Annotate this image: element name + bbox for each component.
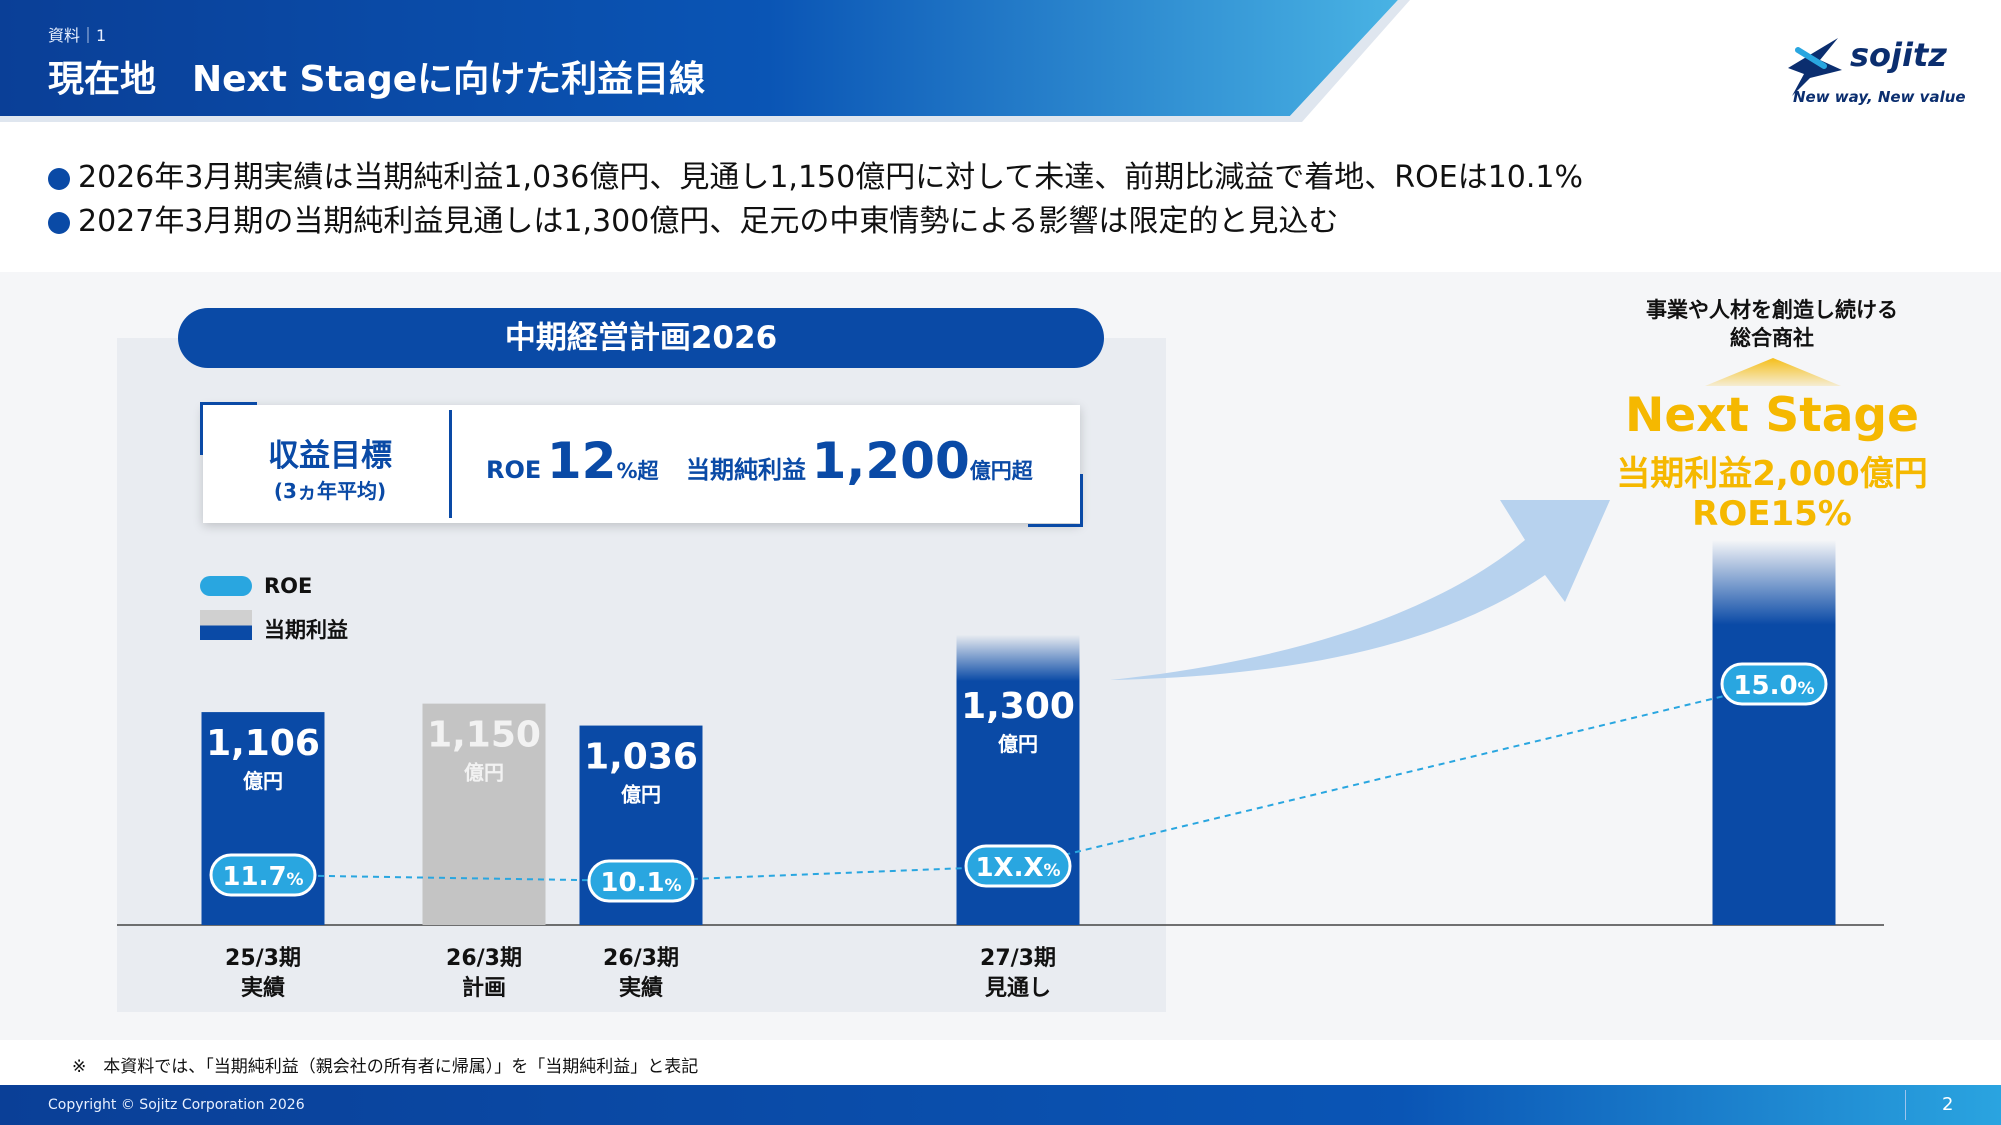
- plan-title: 中期経営計画2026: [178, 308, 1104, 368]
- legend-profit-label: 当期利益: [264, 618, 348, 642]
- target-profit: 当期純利益 1,200億円超: [686, 432, 1033, 490]
- category-label: 25/3期: [225, 946, 301, 971]
- target-roe-prefix: ROE: [486, 456, 542, 484]
- target-profit-suffix: 億円超: [969, 459, 1033, 483]
- category-label: 26/3期: [446, 946, 522, 971]
- copyright: Copyright © Sojitz Corporation 2026: [48, 1097, 305, 1113]
- footer-divider: [1905, 1090, 1906, 1120]
- bar-unit-label: 億円: [464, 761, 504, 785]
- category-label: 見通し: [985, 976, 1051, 1001]
- roe-trend-line: [262, 683, 1775, 883]
- bar-1: [422, 703, 546, 925]
- target-box: [203, 405, 1080, 523]
- bar-4: [1712, 540, 1836, 925]
- bullet-item: 2026年3月期実績は当期純利益1,036億円、見通し1,150億円に対して未達…: [48, 156, 1583, 200]
- header-background: [0, 0, 1410, 122]
- next-stage-roe: ROE15%: [1692, 494, 1852, 534]
- bar-value-label: 1,036: [584, 737, 698, 778]
- roe-marker: [1720, 662, 1828, 706]
- logo-wordmark: sojitz: [1850, 36, 1947, 74]
- target-label: 収益目標: [268, 438, 392, 474]
- header-band: [0, 0, 2001, 130]
- bar-unit-label: 億円: [243, 769, 283, 793]
- bar-unit-label: 億円: [621, 783, 661, 807]
- target-roe: ROE 12%超: [486, 432, 659, 490]
- target-roe-suffix: %超: [616, 459, 659, 483]
- roe-marker: [209, 853, 317, 897]
- legend-roe-label: ROE: [264, 574, 313, 598]
- next-stage-title: Next Stage: [1625, 388, 1919, 443]
- bar-value-label: 1,106: [206, 723, 320, 764]
- target-corner-top-left: [200, 402, 257, 455]
- target-profit-value: 1,200: [811, 432, 970, 490]
- roe-marker: [587, 859, 695, 903]
- bar-unit-label: 億円: [998, 732, 1038, 756]
- next-stage-caption-line2: 総合商社: [1730, 326, 1814, 350]
- footnote: ※ 本資料では、「当期純利益（親会社の所有者に帰属）」を「当期純利益」と表記: [72, 1057, 699, 1077]
- next-stage-profit: 当期利益2,000億円: [1616, 454, 1928, 494]
- section-label: 資料｜1: [48, 26, 107, 45]
- next-stage-chevron-icon: [1705, 358, 1841, 386]
- category-label: 実績: [241, 975, 285, 1001]
- legend-roe-swatch: [200, 576, 252, 596]
- target-corner-bottom-right: [1028, 474, 1083, 527]
- category-label: 26/3期: [603, 946, 679, 971]
- target-profit-prefix: 当期純利益: [686, 456, 806, 484]
- bar-value-label: 1,150: [427, 715, 541, 756]
- bullet-item: 2027年3月期の当期純利益見通しは1,300億円、足元の中東情勢による影響は限…: [48, 200, 1583, 244]
- logo-tagline: New way, New value: [1793, 88, 1966, 106]
- page-title: 現在地 Next Stageに向けた利益目線: [48, 59, 706, 100]
- footer-band: [0, 1085, 2001, 1125]
- next-stage-caption: 事業や人材を創造し続ける 総合商社: [1592, 296, 1952, 352]
- roe-marker: [964, 844, 1072, 888]
- legend-profit-swatch: [200, 610, 252, 640]
- summary-bullets: 2026年3月期実績は当期純利益1,036億円、見通し1,150億円に対して未達…: [48, 156, 1583, 244]
- bar-value-label: 1,300: [961, 686, 1075, 727]
- category-label: 実績: [619, 975, 663, 1001]
- sojitz-logo: [1788, 38, 1842, 96]
- target-divider: [449, 410, 452, 518]
- category-label: 27/3期: [980, 946, 1056, 971]
- next-stage-caption-line1: 事業や人材を創造し続ける: [1646, 298, 1898, 322]
- target-roe-value: 12: [546, 432, 617, 490]
- growth-arrow: [1110, 500, 1610, 680]
- target-sublabel: (3ヵ年平均): [273, 479, 387, 503]
- category-label: 計画: [462, 975, 506, 1001]
- page-number: 2: [1942, 1094, 1954, 1115]
